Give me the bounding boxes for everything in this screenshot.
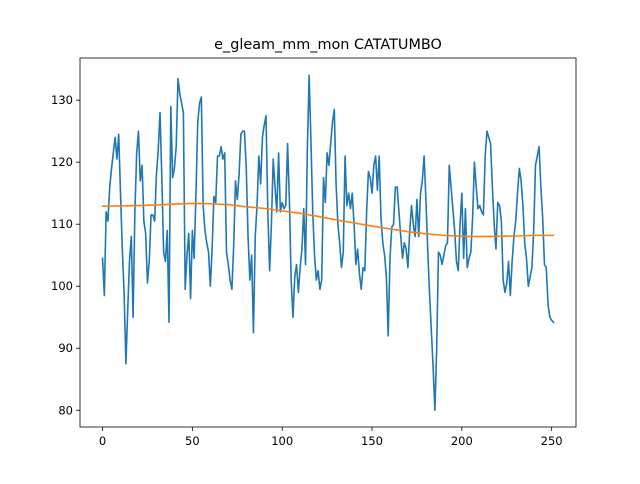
- x-tick-label: 250: [541, 434, 563, 448]
- y-tick-label: 80: [58, 403, 73, 417]
- plot-area: [101, 74, 555, 412]
- x-tick-label: 50: [185, 434, 200, 448]
- x-tick-label: 100: [271, 434, 293, 448]
- y-tick-label: 110: [51, 217, 73, 231]
- series-line-1: [101, 74, 555, 412]
- axes-frame: [79, 57, 577, 428]
- y-tick-label: 120: [51, 155, 73, 169]
- y-axis: 80 90 100 110 120 130: [51, 93, 80, 417]
- x-tick-label: 0: [99, 434, 106, 448]
- x-tick-label: 150: [361, 434, 383, 448]
- y-tick-label: 100: [51, 279, 73, 293]
- chart-title: e_gleam_mm_mon CATATUMBO: [214, 37, 442, 53]
- y-tick-label: 130: [51, 93, 73, 107]
- x-axis: 0 50 100 150 200 250: [99, 427, 563, 448]
- series-line-2: [101, 202, 555, 238]
- x-tick-label: 200: [451, 434, 473, 448]
- y-tick-label: 90: [58, 341, 73, 355]
